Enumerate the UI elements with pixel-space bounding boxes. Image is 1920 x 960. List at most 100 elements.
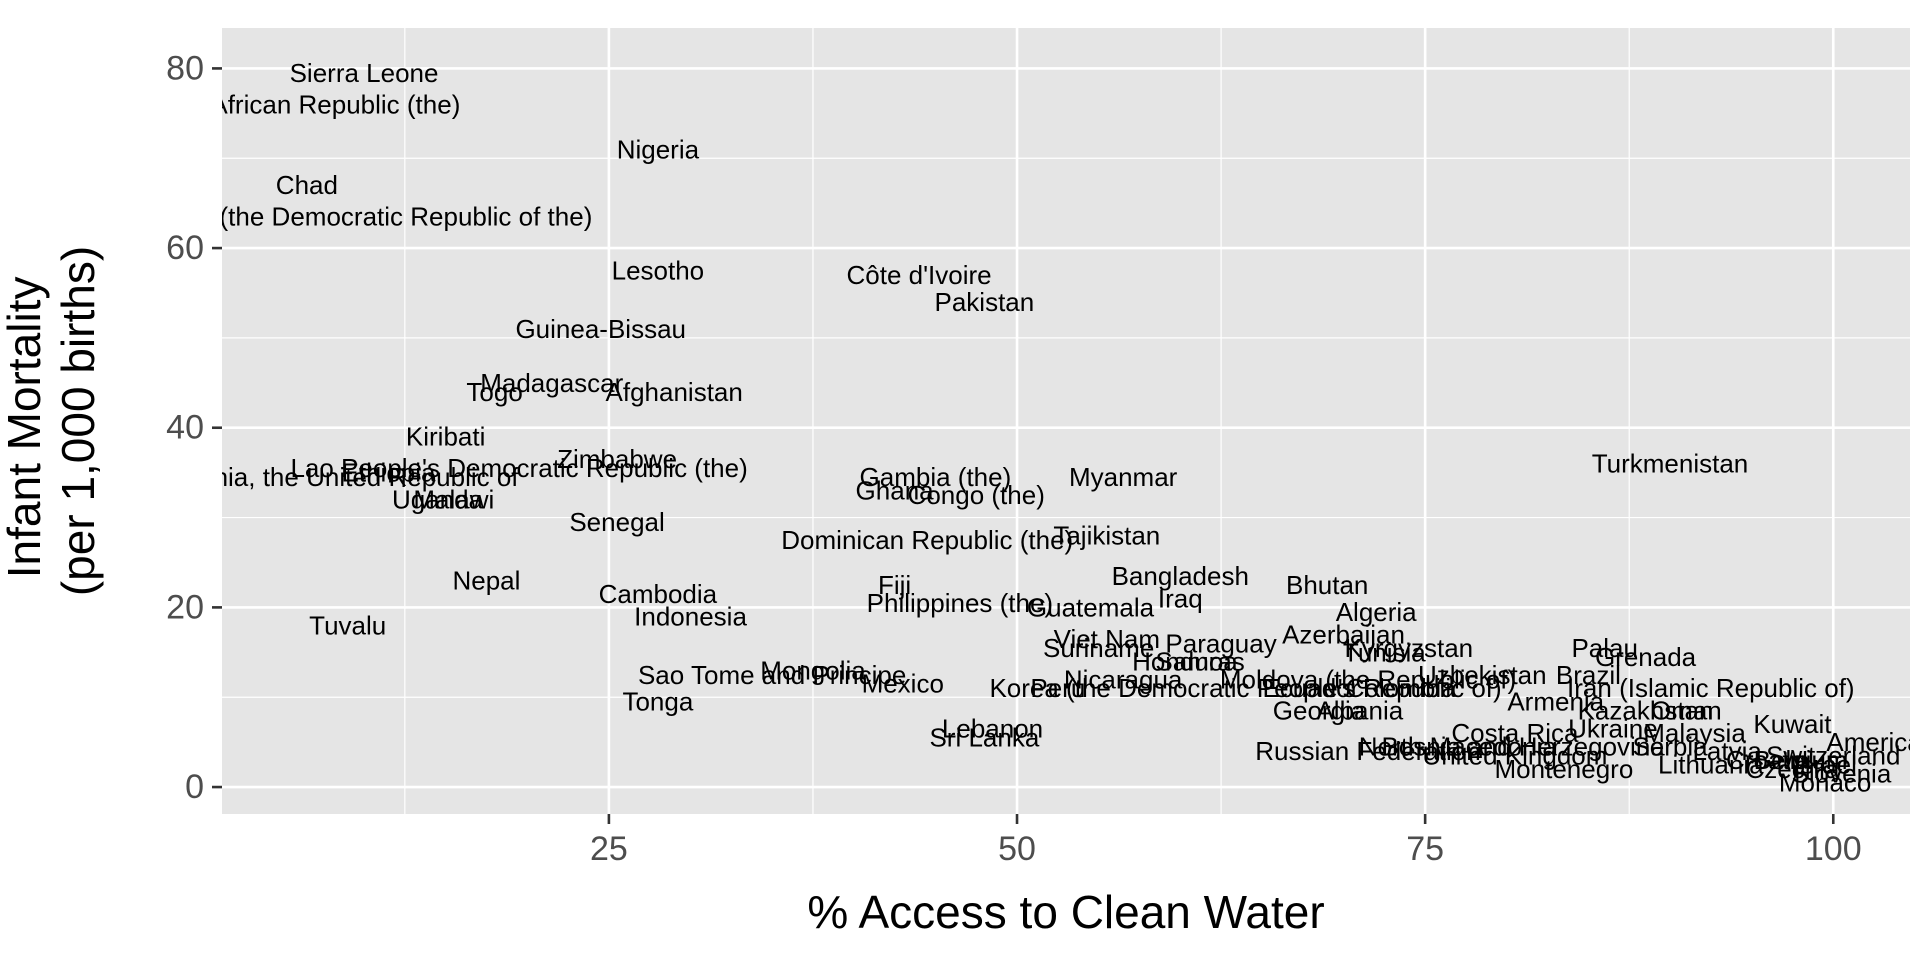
point-label: Suriname: [1043, 633, 1154, 663]
point-label: Viet Nam: [1054, 624, 1160, 654]
x-tick-label: 25: [590, 830, 628, 868]
point-label: Ghana: [856, 476, 935, 506]
point-label: Oman: [1651, 696, 1722, 726]
point-label: Zimbabwe: [557, 444, 677, 474]
point-label: Sierra Leone: [290, 58, 439, 88]
point-label: Chad: [276, 170, 338, 200]
y-axis-title-line-1: Infant Mortality: [0, 277, 50, 579]
point-label: Algeria: [1336, 597, 1417, 627]
point-label: Gambia (the): [860, 462, 1012, 492]
x-tick-label: 75: [1406, 830, 1444, 868]
point-label: Russian Federation: [1255, 736, 1480, 766]
y-axis-title-line-2: (per 1,000 births): [52, 246, 104, 596]
point-label: Latvia: [1692, 736, 1762, 766]
point-label: Uganda: [392, 485, 484, 515]
point-label: Uzbekistan: [1418, 660, 1547, 690]
point-label: Czechia: [1745, 754, 1839, 784]
y-tick-label: 80: [166, 49, 204, 87]
point-label: Armenia: [1507, 687, 1604, 717]
point-label: Lithuania: [1658, 750, 1764, 780]
y-axis: 0 20 40 60 80: [166, 49, 222, 806]
x-tick-label: 50: [998, 830, 1036, 868]
point-label: Serbia: [1632, 732, 1708, 762]
point-label: Dominican Republic (the): [781, 525, 1073, 555]
point-label: Ethiopia: [342, 458, 436, 488]
y-tick-label: 0: [185, 768, 204, 806]
point-label: Nigeria: [617, 134, 700, 164]
point-label: Nicaragua: [1064, 664, 1183, 694]
point-label: Israel: [1793, 750, 1857, 780]
point-label: Lao People's Democratic Republic (the): [290, 453, 747, 483]
point-label: Turkmenistan: [1592, 449, 1749, 479]
point-label: Paraguay: [1165, 628, 1276, 658]
point-label: North Macedonia: [1359, 732, 1558, 762]
point-label: Bhutan: [1286, 570, 1368, 600]
x-tick-label: 100: [1805, 830, 1862, 868]
point-label: Nepal: [452, 565, 520, 595]
point-label: Ukraine: [1568, 714, 1658, 744]
point-label: Slovenia: [1792, 759, 1892, 789]
point-label: Mexico: [862, 669, 944, 699]
point-label: Tuvalu: [309, 610, 386, 640]
point-label: Indonesia: [634, 601, 747, 631]
point-label: United Kingdom: [1422, 741, 1607, 771]
point-label: Azerbaijan: [1282, 619, 1405, 649]
y-axis-title: Infant Mortality (per 1,000 births): [0, 246, 104, 596]
point-label: Kazakhstan: [1578, 696, 1714, 726]
point-label: Guinea-Bissau: [515, 314, 686, 344]
x-axis-title: % Access to Clean Water: [807, 886, 1324, 938]
point-label: Togo: [466, 377, 522, 407]
point-label: Congo (the): [908, 480, 1045, 510]
point-label: Lesotho: [612, 256, 705, 286]
point-label: Moldova (the Republic of): [1220, 664, 1516, 694]
point-label: Myanmar: [1069, 462, 1178, 492]
x-axis: 25 50 75 100: [590, 814, 1862, 868]
point-label: Malaysia: [1643, 718, 1746, 748]
point-label: Brazil: [1556, 660, 1621, 690]
point-label: Malawi: [413, 485, 494, 515]
point-label: Philippines (the): [867, 588, 1053, 618]
point-label: Sao Tome and Principe: [638, 660, 906, 690]
point-label: Ecuador: [1262, 673, 1359, 703]
point-label: Samoa: [1155, 646, 1238, 676]
point-label: Belgium: [1754, 745, 1848, 775]
point-label: Côte d'Ivoire: [846, 260, 991, 290]
point-label: Afghanistan: [606, 377, 743, 407]
point-label: Montenegro: [1495, 754, 1634, 784]
point-label: Bosnia and Herzegovina: [1381, 732, 1665, 762]
point-label: Kuwait: [1753, 709, 1832, 739]
point-label: Monaco: [1779, 768, 1872, 798]
point-label: Guatemala: [1027, 592, 1155, 622]
point-label: Costa Rica: [1451, 718, 1579, 748]
point-label: Tunisia: [1343, 637, 1426, 667]
point-label: Tajikistan: [1053, 521, 1160, 551]
point-label: Tonga: [622, 687, 693, 717]
point-label: Kyrgyzstan: [1345, 633, 1474, 663]
point-label: Madagascar: [480, 368, 623, 398]
point-label: Mongolia: [760, 655, 866, 685]
point-label: Central African Republic (the): [121, 89, 461, 119]
point-label: Lebanon: [942, 714, 1043, 744]
point-label: Fiji: [878, 570, 911, 600]
point-label: Iraq: [1158, 583, 1203, 613]
minor-gridlines: [222, 28, 1910, 814]
point-label: America: [1826, 727, 1920, 757]
point-label: Senegal: [569, 507, 664, 537]
point-label: Tanzania, the United Republic of: [144, 462, 519, 492]
point-label: Congo (the Democratic Republic of the): [136, 202, 593, 232]
point-label: Cambodia: [599, 579, 718, 609]
point-label: Colombia: [1346, 673, 1456, 703]
point-label: Kiribati: [406, 422, 485, 452]
point-label: Grenada: [1595, 642, 1697, 672]
y-tick-label: 60: [166, 229, 204, 267]
y-tick-label: 40: [166, 409, 204, 447]
point-label: Korea (the Democratic People's Republic …: [989, 673, 1501, 703]
point-label: Pakistan: [935, 287, 1035, 317]
point-label: Honduras: [1132, 646, 1245, 676]
point-label: Georgia: [1273, 696, 1366, 726]
point-label: Peru: [1030, 673, 1085, 703]
point-label: Croatia: [1726, 745, 1810, 775]
y-tick-label: 20: [166, 588, 204, 626]
